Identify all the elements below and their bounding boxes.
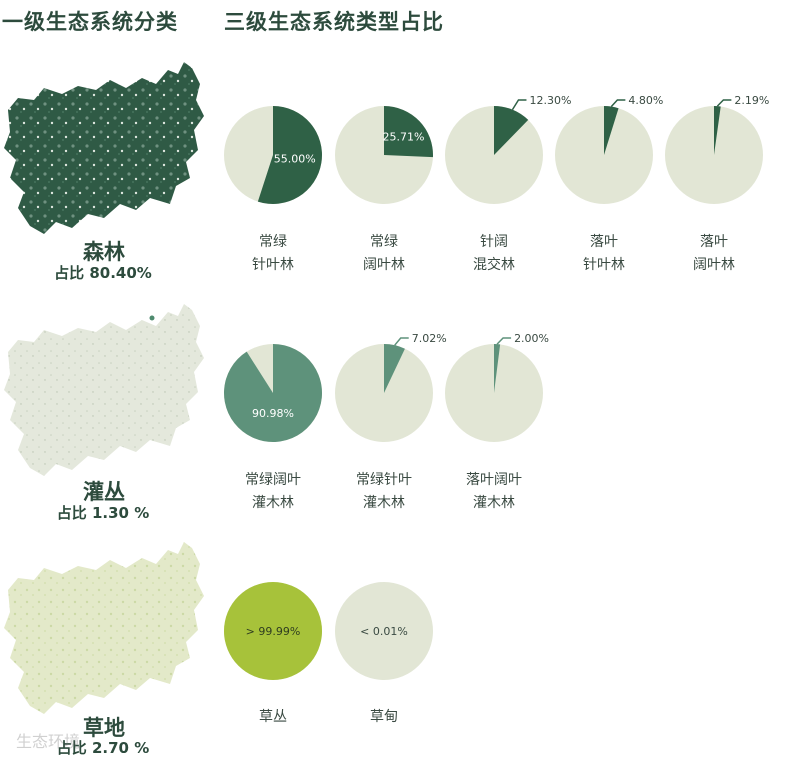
pie-callout-line <box>511 99 527 111</box>
pie-value-label: 25.71% <box>383 130 425 143</box>
pie-label-line2: 阔叶林 <box>693 257 735 273</box>
shrub-map <box>0 300 210 480</box>
pie-label-line2: 阔叶林 <box>363 257 405 273</box>
pie-chart: 7.02% <box>314 323 454 463</box>
pie-category-label: 常绿 针叶林 <box>218 231 328 277</box>
category-name-grassland: 草地 <box>83 716 125 740</box>
pie-value-label: 2.00% <box>514 332 549 345</box>
pie-label-line1: 落叶 <box>590 234 618 250</box>
pie-callout-line <box>610 99 626 108</box>
pie-label-line2: 灌木林 <box>252 495 294 511</box>
pie-label-line1: 常绿针叶 <box>356 472 412 488</box>
pie-slice <box>494 344 501 393</box>
pie-value-label: 90.98% <box>252 407 294 420</box>
grassland-map-shape <box>4 542 204 714</box>
pie-slice <box>604 106 619 155</box>
pie-category-label: 落叶阔叶 灌木林 <box>439 469 549 515</box>
pie-chart: 2.19% <box>644 85 784 225</box>
pie-label-line2: 灌木林 <box>363 495 405 511</box>
pie-chart: < 0.01% <box>314 561 454 701</box>
tertiary-type-share-heading: 三级生态系统类型占比 <box>224 10 444 34</box>
pie-label-line2: 针叶林 <box>583 257 625 273</box>
pie-callout-line <box>716 99 732 107</box>
pie-label-line1: 常绿 <box>259 234 287 250</box>
pie-background <box>335 582 433 680</box>
pie-svg: 55.00% <box>224 106 322 204</box>
category-share-shrub: 占比 1.30 % <box>56 504 150 522</box>
pie-callout-line <box>496 337 512 345</box>
pie-category-label: 落叶 阔叶林 <box>659 231 769 277</box>
pie-chart: 90.98% <box>203 323 343 463</box>
pie-chart: 55.00% <box>203 85 343 225</box>
watermark: 生态环境 <box>16 732 81 751</box>
pie-callout-line <box>394 337 409 346</box>
pie-label-line1: 落叶 <box>700 234 728 250</box>
pie-category-label: 针阔 混交林 <box>439 231 549 277</box>
category-name-shrub: 灌丛 <box>83 480 125 504</box>
pie-label-line2: 灌木林 <box>473 495 515 511</box>
pie-svg: 90.98% <box>224 344 322 442</box>
pie-category-label: 常绿阔叶 灌木林 <box>218 469 328 515</box>
pie-slice <box>224 582 322 680</box>
pie-label-line1: 落叶阔叶 <box>466 472 522 488</box>
pie-svg: 7.02% <box>335 332 447 442</box>
pie-value-label: > 99.99% <box>246 625 301 638</box>
pie-value-label: 4.80% <box>628 94 663 107</box>
pie-category-label: 常绿 阔叶林 <box>329 231 439 277</box>
pie-label-line1: 草丛 <box>259 709 287 725</box>
pie-value-label: 12.30% <box>529 94 571 107</box>
pie-category-label: 常绿针叶 灌木林 <box>329 469 439 515</box>
pie-chart: 4.80% <box>534 85 674 225</box>
pie-label-line1: 草甸 <box>370 709 398 725</box>
pie-slice <box>494 106 529 155</box>
pie-svg: 2.00% <box>445 332 549 442</box>
pie-svg: 25.71% <box>335 106 433 204</box>
pie-svg: > 99.99% <box>224 582 322 680</box>
category-share-grassland: 占比 2.70 % <box>56 739 150 757</box>
shrub-map-shape <box>4 304 204 476</box>
pie-value-label: 55.00% <box>274 152 316 165</box>
pie-value-label: 7.02% <box>412 332 447 345</box>
pie-slice <box>384 344 405 393</box>
pie-svg: 2.19% <box>665 94 769 204</box>
category-name-forest: 森林 <box>83 240 125 264</box>
pie-slice <box>384 106 433 158</box>
pie-category-label: 草丛 <box>218 706 328 729</box>
pie-category-label: 落叶 针叶林 <box>549 231 659 277</box>
pie-chart: 25.71% <box>314 85 454 225</box>
pie-value-label: 2.19% <box>734 94 769 107</box>
pie-label-line1: 常绿阔叶 <box>245 472 301 488</box>
pie-slice <box>714 106 721 155</box>
pie-slice <box>257 106 322 204</box>
pie-slice <box>224 344 322 442</box>
pie-label-line1: 针阔 <box>480 234 508 250</box>
pie-label-line2: 针叶林 <box>252 257 294 273</box>
pie-chart: 2.00% <box>424 323 564 463</box>
pie-category-label: 草甸 <box>329 706 439 729</box>
pie-label-line1: 常绿 <box>370 234 398 250</box>
pie-svg: 4.80% <box>555 94 663 204</box>
forest-map <box>0 58 210 238</box>
pie-chart: 12.30% <box>424 85 571 225</box>
grassland-map <box>0 538 210 718</box>
pie-svg: 12.30% <box>445 94 571 204</box>
forest-map-shape <box>4 62 204 234</box>
primary-classification-heading: 一级生态系统分类 <box>2 10 178 34</box>
category-share-forest: 占比 80.40% <box>54 264 152 282</box>
pie-chart: > 99.99% <box>203 561 343 701</box>
pie-label-line2: 混交林 <box>473 257 515 273</box>
pie-value-label: < 0.01% <box>360 625 408 638</box>
pie-svg: < 0.01% <box>335 582 433 680</box>
